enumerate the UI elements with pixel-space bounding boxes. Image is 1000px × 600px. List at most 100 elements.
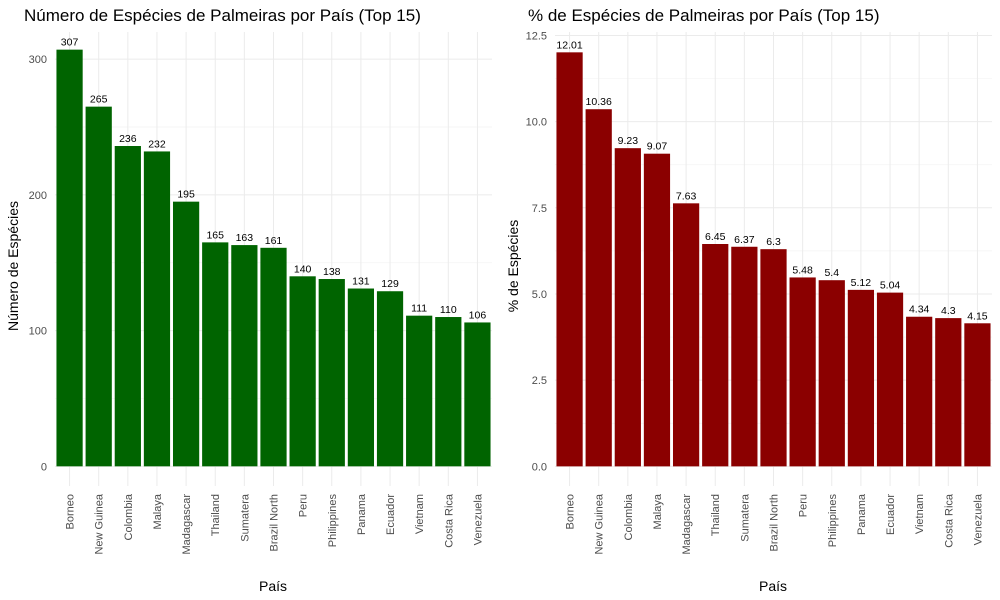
y-tick-label: 0.0 [532, 461, 547, 473]
x-tick-label: Philippines [327, 494, 339, 548]
chart-title: % de Espécies de Palmeiras por País (Top… [528, 6, 880, 25]
data-label: 4.34 [909, 304, 930, 316]
bar [85, 106, 112, 467]
data-label: 163 [236, 232, 254, 244]
x-tick-label: Venezuela [972, 493, 984, 545]
data-label: 12.01 [556, 39, 582, 51]
bar [964, 323, 991, 467]
x-tick-label: Philippines [827, 494, 839, 548]
x-axis-title: País [259, 578, 287, 594]
data-label: 6.3 [766, 236, 781, 248]
bar [789, 277, 816, 467]
data-label: 140 [294, 263, 312, 275]
data-labels: 12.01 10.36 9.23 9.07 7.63 6.45 6.37 6.3 5.48 5.4… [556, 39, 987, 322]
chart-species-percent: % de Espécies de Palmeiras por País (Top… [505, 6, 992, 594]
x-tick-label: Brazil North [769, 494, 781, 551]
bar [585, 109, 612, 467]
x-tick-label: Ecuador [385, 494, 397, 535]
y-tick-label: 7.5 [532, 203, 547, 215]
bar [760, 249, 787, 467]
x-tick-label: Panama [856, 493, 868, 535]
x-tick-labels: Borneo New Guinea Colombia Malaya Madagascar… [65, 493, 485, 554]
data-label: 6.37 [734, 234, 755, 246]
data-label: 138 [323, 266, 341, 278]
x-tick-label: Vietnam [414, 494, 426, 534]
x-tick-label: Thailand [710, 494, 722, 536]
data-label: 9.07 [647, 141, 668, 153]
y-tick-labels: 0.0 2.5 5.0 7.5 10.0 12.5 [526, 30, 547, 473]
data-label: 236 [119, 133, 137, 145]
y-tick-label: 200 [29, 190, 47, 202]
x-tick-label: Sumatera [739, 493, 751, 542]
x-tick-label: Peru [798, 494, 810, 517]
data-label: 307 [61, 37, 79, 49]
bar [172, 201, 200, 467]
bar [643, 153, 671, 467]
x-tick-label: Borneo [565, 494, 577, 529]
x-tick-label: Ecuador [885, 494, 897, 535]
data-label: 131 [352, 276, 370, 288]
bar [376, 291, 404, 467]
y-tick-label: 2.5 [532, 375, 547, 387]
data-label: 111 [411, 303, 427, 315]
bars [56, 49, 491, 467]
x-tick-label: Colombia [623, 493, 635, 540]
data-label: 5.4 [824, 267, 839, 279]
bar [731, 246, 758, 467]
data-label: 7.63 [676, 190, 697, 202]
bar [289, 276, 316, 467]
x-tick-labels: Borneo New Guinea Colombia Malaya Madagascar… [565, 493, 985, 554]
data-label: 232 [148, 138, 166, 150]
bar [614, 148, 641, 467]
bar [347, 288, 375, 467]
x-tick-label: Madagascar [181, 494, 193, 555]
x-tick-label: Peru [298, 494, 310, 517]
bar [847, 289, 875, 467]
x-tick-label: Thailand [210, 494, 222, 536]
x-tick-label: Madagascar [681, 494, 693, 555]
x-tick-label: Malaya [152, 493, 164, 529]
x-tick-label: Brazil North [269, 494, 281, 551]
y-axis-title: Número de Espécies [5, 201, 21, 331]
y-tick-labels: 0 100 200 300 [29, 54, 47, 473]
bar [406, 315, 433, 467]
x-tick-label: Malaya [652, 493, 664, 529]
data-label: 106 [469, 309, 487, 321]
data-labels: 307 265 236 232 195 165 163 161 140 138 131 129 111 1… [61, 37, 487, 322]
y-tick-label: 10.0 [526, 117, 547, 129]
x-tick-label: Borneo [65, 494, 77, 529]
data-label: 110 [440, 304, 457, 316]
data-label: 265 [90, 94, 108, 106]
chart-species-count: Número de Espécies de Palmeiras por País… [5, 6, 492, 594]
x-axis-title: País [759, 578, 787, 594]
x-tick-label: Colombia [123, 493, 135, 540]
bar [876, 292, 904, 467]
y-tick-label: 0 [41, 461, 47, 473]
bar [143, 151, 171, 467]
data-label: 165 [206, 229, 224, 241]
bar [231, 245, 258, 467]
data-label: 4.3 [941, 305, 956, 317]
data-label: 5.12 [851, 277, 872, 289]
x-tick-label: Panama [356, 493, 368, 535]
x-tick-label: Costa Rica [443, 493, 455, 548]
x-tick-label: Costa Rica [943, 493, 955, 548]
bar [202, 242, 229, 467]
bar [702, 244, 729, 467]
bar [464, 322, 491, 467]
x-tick-label: New Guinea [594, 493, 606, 554]
y-tick-label: 100 [29, 326, 47, 338]
y-tick-label: 12.5 [526, 30, 547, 42]
y-tick-label: 300 [29, 54, 47, 66]
data-label: 161 [265, 235, 283, 247]
bar [318, 279, 345, 467]
bar [556, 52, 583, 467]
data-label: 5.48 [792, 264, 813, 276]
bar [435, 317, 462, 467]
chart-title: Número de Espécies de Palmeiras por País… [24, 6, 421, 25]
y-tick-label: 5.0 [532, 289, 547, 301]
data-label: 195 [177, 189, 195, 201]
data-label: 10.36 [586, 96, 612, 108]
data-label: 4.15 [967, 310, 988, 322]
